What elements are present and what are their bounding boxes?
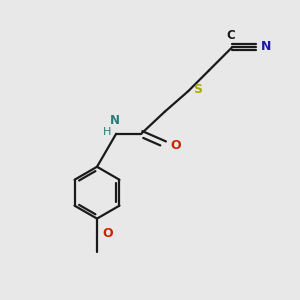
Text: O: O xyxy=(102,227,113,240)
Text: O: O xyxy=(170,139,181,152)
Text: S: S xyxy=(194,83,202,96)
Text: N: N xyxy=(110,114,120,127)
Text: N: N xyxy=(261,40,272,53)
Text: H: H xyxy=(103,127,111,137)
Text: C: C xyxy=(226,28,235,42)
